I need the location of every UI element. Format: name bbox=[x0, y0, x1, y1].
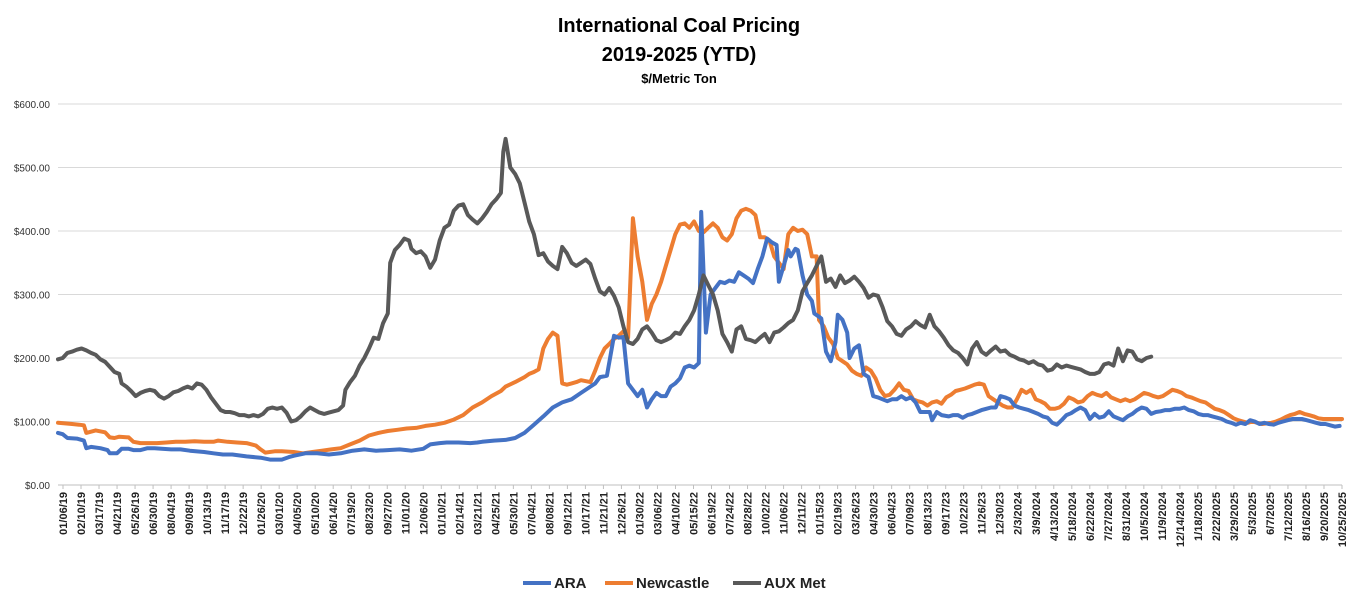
x-tick-label: 11/17/19 bbox=[220, 492, 232, 534]
x-tick-label: 09/17/23 bbox=[941, 492, 953, 535]
series-line-ara bbox=[56, 209, 1342, 462]
x-tick-label: 08/04/19 bbox=[166, 492, 178, 535]
x-tick-label: 12/11/22 bbox=[797, 492, 809, 534]
x-tick-label: 09/27/20 bbox=[382, 492, 394, 535]
legend-label: Newcastle bbox=[636, 575, 709, 592]
x-tick-label: 1/18/2025 bbox=[1193, 492, 1205, 541]
series-lines bbox=[56, 136, 1344, 462]
x-tick-label: 3/9/2024 bbox=[1031, 491, 1043, 535]
x-tick-label: 3/29/2025 bbox=[1229, 492, 1241, 541]
x-tick-label: 01/30/22 bbox=[634, 492, 646, 535]
x-tick-label: 02/10/19 bbox=[76, 492, 88, 535]
chart-title-line1: International Coal Pricing bbox=[558, 15, 800, 37]
x-tick-label: 09/08/19 bbox=[184, 492, 196, 535]
x-tick-label: 03/26/23 bbox=[851, 492, 863, 535]
x-tick-label: 03/06/22 bbox=[652, 492, 664, 535]
x-tick-label: 11/21/21 bbox=[598, 492, 610, 534]
x-tick-label: 02/14/21 bbox=[454, 492, 466, 535]
x-tick-label: 11/26/23 bbox=[977, 492, 989, 534]
x-tick-label: 7/27/2024 bbox=[1103, 491, 1115, 541]
x-tick-label: 03/17/19 bbox=[94, 492, 106, 535]
x-tick-label: 10/17/21 bbox=[580, 492, 592, 535]
y-tick-label: $400.00 bbox=[14, 227, 51, 238]
x-tick-label: 08/13/23 bbox=[923, 492, 935, 535]
x-tick-label: 10/02/22 bbox=[761, 492, 773, 535]
series-line-aux-met bbox=[56, 136, 1154, 424]
x-tick-label: 05/15/22 bbox=[688, 492, 700, 535]
x-tick-label: 12/30/23 bbox=[995, 492, 1007, 535]
x-tick-label: 09/12/21 bbox=[562, 492, 574, 535]
y-tick-label: $600.00 bbox=[14, 100, 51, 111]
x-tick-label: 4/13/2024 bbox=[1049, 491, 1061, 541]
x-tick-label: 03/21/21 bbox=[472, 492, 484, 535]
x-tick-label: 11/01/20 bbox=[400, 492, 412, 534]
legend-label: ARA bbox=[554, 575, 587, 592]
x-tick-label: 06/19/22 bbox=[707, 492, 719, 535]
y-tick-label: $0.00 bbox=[25, 481, 50, 492]
x-tick-label: 05/26/19 bbox=[130, 492, 142, 535]
x-tick-label: 12/06/20 bbox=[418, 492, 430, 535]
x-tick-label: 01/06/19 bbox=[58, 492, 70, 535]
x-tick-label: 11/9/2024 bbox=[1157, 491, 1169, 540]
x-tick-label: 04/05/20 bbox=[292, 492, 304, 535]
y-axis-ticks: $0.00 $100.00 $200.00 $300.00 $400.00 $500.00… bbox=[14, 100, 51, 492]
x-tick-label: 10/25/2025 bbox=[1337, 492, 1349, 547]
x-tick-label: 05/10/20 bbox=[310, 492, 322, 535]
x-tick-label: 5/18/2024 bbox=[1067, 491, 1079, 541]
x-tick-label: 2/22/2025 bbox=[1211, 492, 1223, 541]
x-tick-label: 08/23/20 bbox=[364, 492, 376, 535]
x-tick-label: 06/04/23 bbox=[887, 492, 899, 535]
y-tick-label: $200.00 bbox=[14, 354, 51, 365]
x-tick-label: 05/30/21 bbox=[508, 492, 520, 535]
x-tick-label: 11/06/22 bbox=[779, 492, 791, 534]
x-tick-label: 10/22/23 bbox=[959, 492, 971, 535]
chart-subtitle: $/Metric Ton bbox=[641, 71, 717, 86]
y-tick-label: $100.00 bbox=[14, 418, 51, 429]
x-tick-label: 12/26/21 bbox=[616, 492, 628, 535]
x-tick-label: 8/16/2025 bbox=[1301, 492, 1313, 541]
x-tick-label: 6/7/2025 bbox=[1265, 492, 1277, 535]
x-tick-label: 01/10/21 bbox=[436, 492, 448, 535]
x-axis-ticks: 01/06/19 02/10/19 03/17/19 04/21/19 05/26/19… bbox=[58, 485, 1349, 547]
x-tick-label: 01/15/23 bbox=[815, 492, 827, 535]
legend: ARA Newcastle AUX Met bbox=[523, 575, 826, 592]
chart-title-line2: 2019-2025 (YTD) bbox=[602, 44, 757, 66]
x-tick-label: 04/30/23 bbox=[869, 492, 881, 535]
x-tick-label: 07/09/23 bbox=[905, 492, 917, 535]
x-tick-label: 04/21/19 bbox=[112, 492, 124, 535]
x-tick-label: 07/04/21 bbox=[526, 492, 538, 535]
x-tick-label: 06/14/20 bbox=[328, 492, 340, 535]
x-tick-label: 03/01/20 bbox=[274, 492, 286, 535]
x-tick-label: 04/25/21 bbox=[490, 492, 502, 535]
x-tick-label: 5/3/2025 bbox=[1247, 492, 1259, 535]
x-tick-label: 01/26/20 bbox=[256, 492, 268, 535]
x-tick-label: 9/20/2025 bbox=[1319, 492, 1331, 541]
x-tick-label: 8/31/2024 bbox=[1121, 491, 1133, 541]
x-tick-label: 08/08/21 bbox=[544, 492, 556, 535]
x-tick-label: 6/22/2024 bbox=[1085, 491, 1097, 541]
x-tick-label: 7/12/2025 bbox=[1283, 492, 1295, 541]
y-tick-label: $300.00 bbox=[14, 291, 51, 302]
x-tick-label: 12/14/2024 bbox=[1175, 491, 1187, 547]
x-tick-label: 10/13/19 bbox=[202, 492, 214, 535]
x-tick-label: 02/19/23 bbox=[833, 492, 845, 535]
x-tick-label: 07/24/22 bbox=[725, 492, 737, 535]
x-tick-label: 10/5/2024 bbox=[1139, 491, 1151, 541]
series-line-newcastle bbox=[56, 206, 1344, 456]
x-tick-label: 08/28/22 bbox=[743, 492, 755, 535]
x-tick-label: 2/3/2024 bbox=[1013, 491, 1025, 535]
x-tick-label: 12/22/19 bbox=[238, 492, 250, 535]
x-tick-label: 04/10/22 bbox=[670, 492, 682, 535]
x-tick-label: 06/30/19 bbox=[148, 492, 160, 535]
y-tick-label: $500.00 bbox=[14, 164, 51, 175]
x-tick-label: 07/19/20 bbox=[346, 492, 358, 535]
legend-label: AUX Met bbox=[764, 575, 826, 592]
